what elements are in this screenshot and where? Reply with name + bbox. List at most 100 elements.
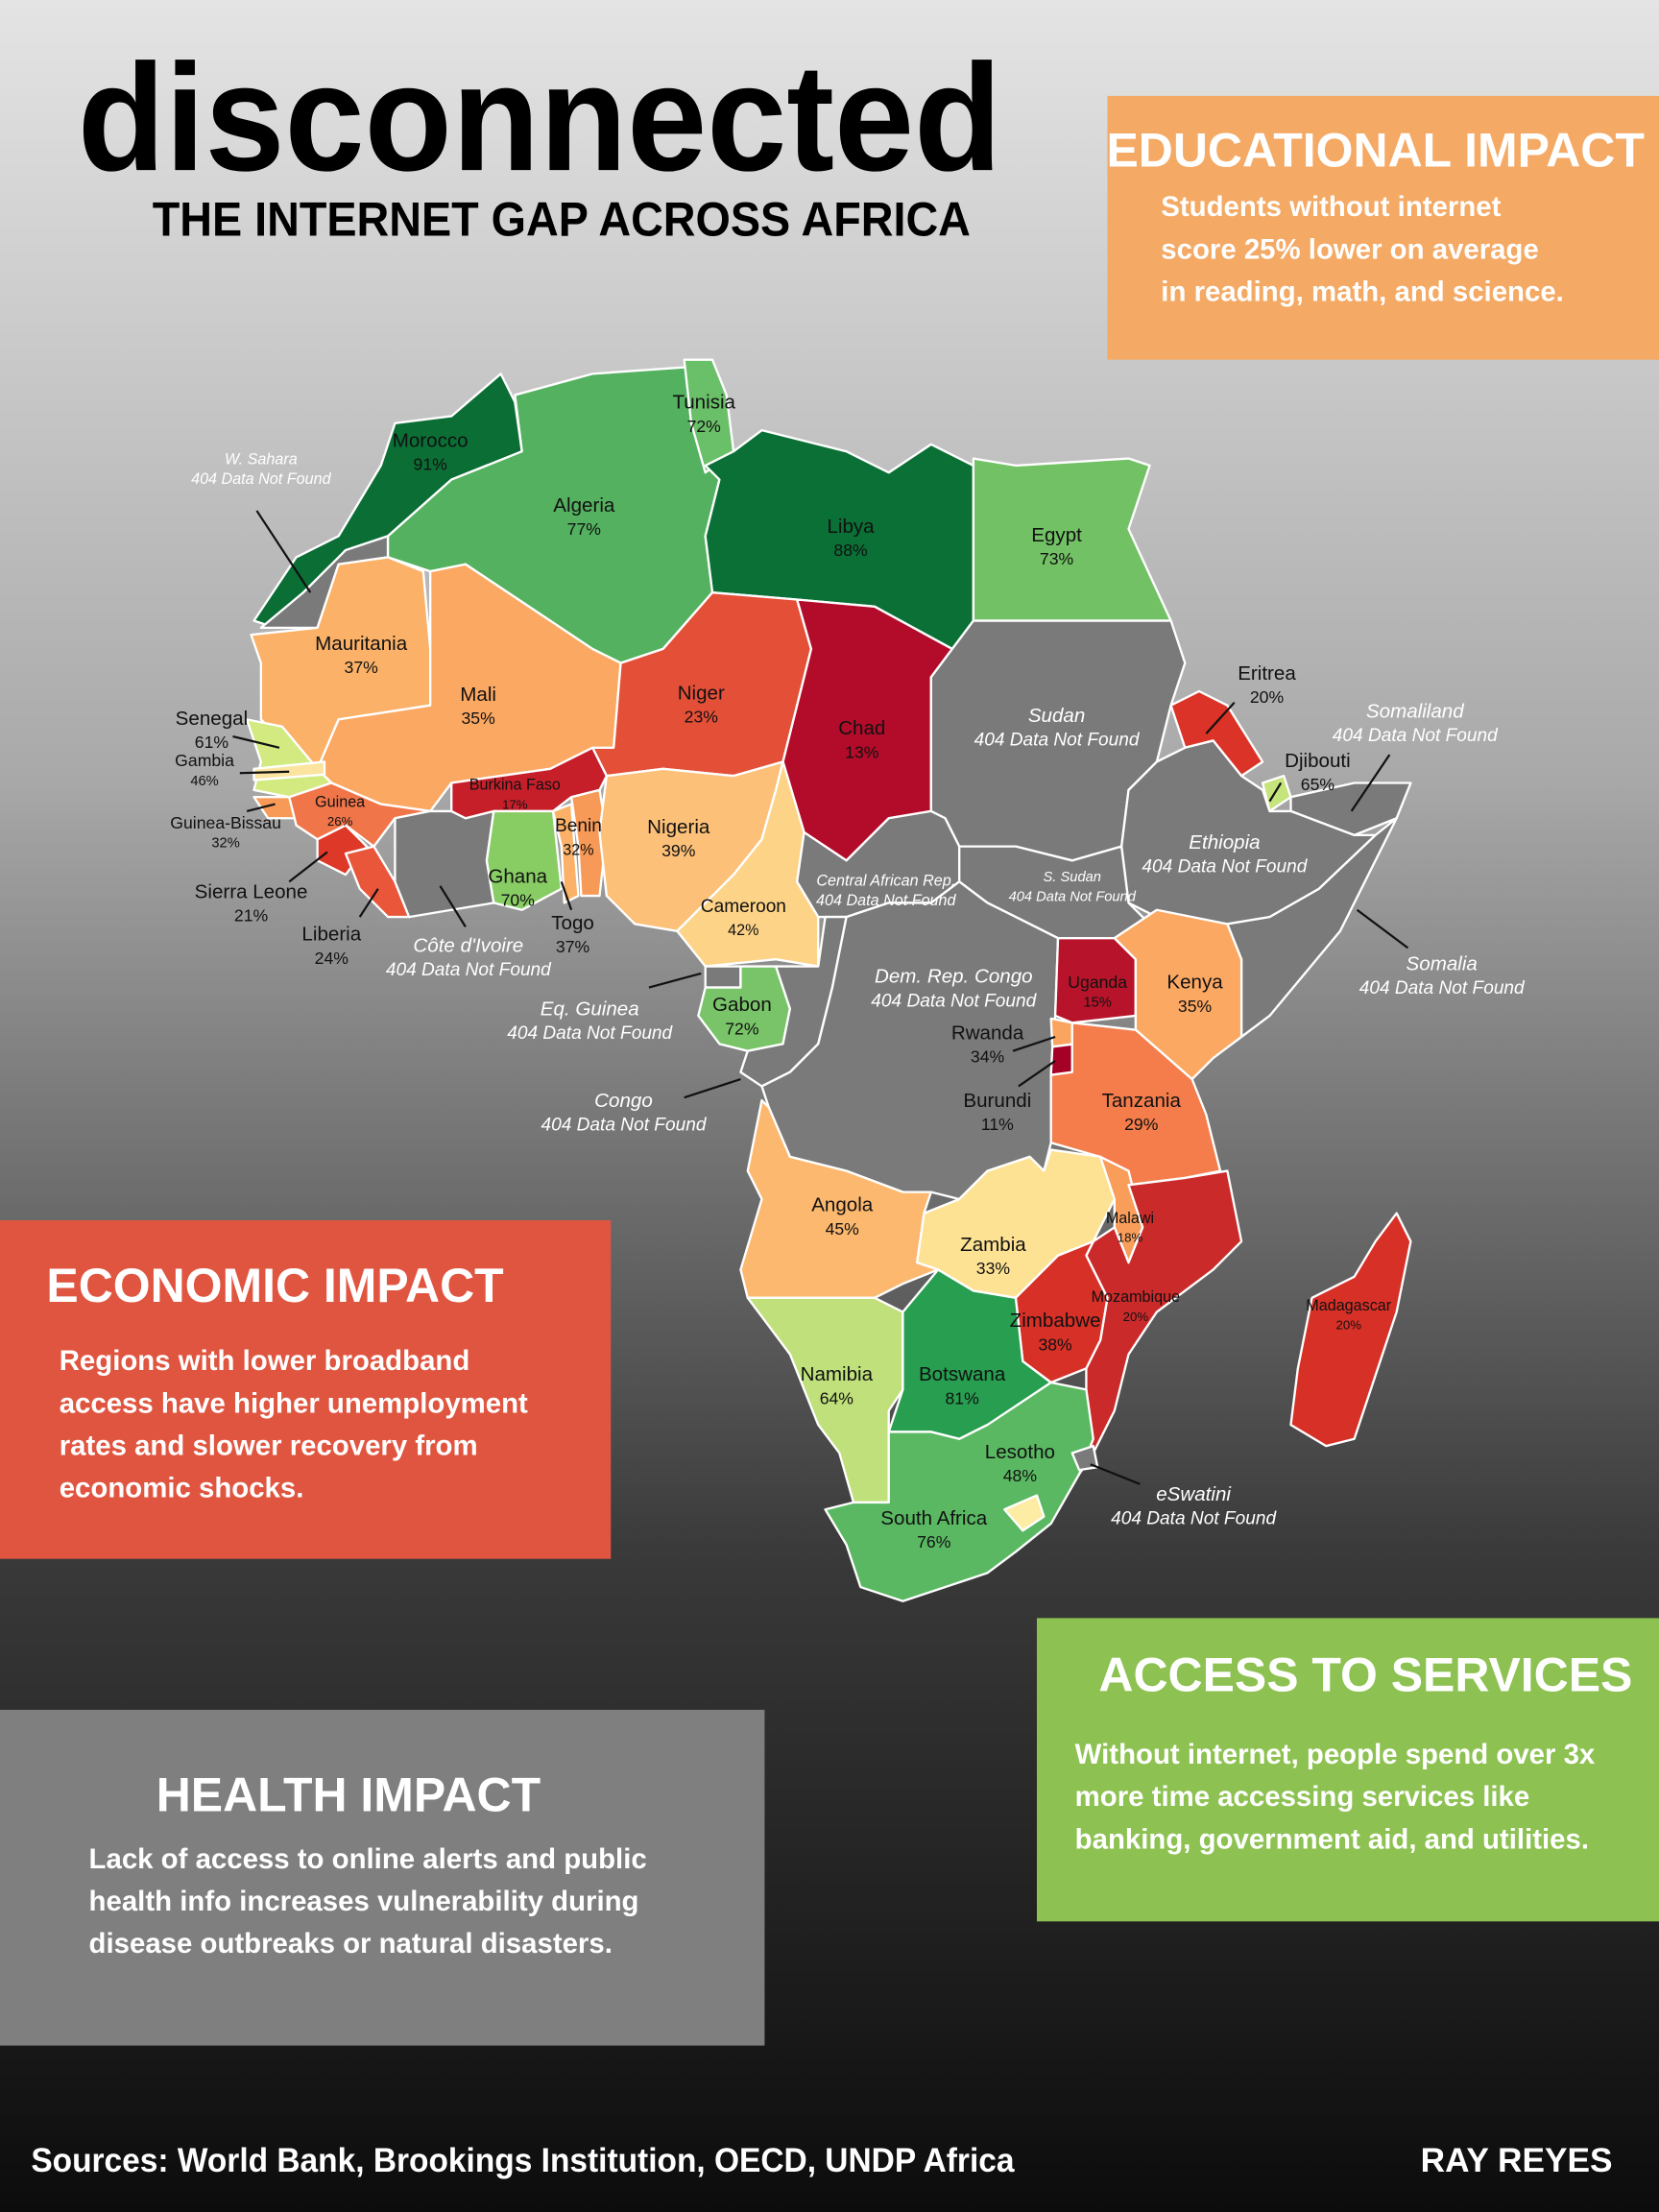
- country-name: Togo: [551, 912, 594, 934]
- country-name: Cameroon: [701, 897, 786, 917]
- country-name: Dem. Rep. Congo: [875, 966, 1033, 988]
- country-name: Chad: [838, 717, 885, 739]
- panel-text: health info increases vulnerability duri…: [89, 1886, 639, 1917]
- country-value: 404 Data Not Found: [191, 470, 332, 488]
- country-name: Malawi: [1106, 1210, 1154, 1227]
- leader-line: [1350, 754, 1391, 812]
- country-value: 404 Data Not Found: [386, 960, 552, 980]
- panel: [0, 1220, 612, 1559]
- leader-line: [684, 1078, 741, 1099]
- country-value: 73%: [1040, 549, 1074, 568]
- country-value: 20%: [1123, 1310, 1149, 1324]
- country-name: W. Sahara: [225, 450, 298, 468]
- leader-line: [1205, 702, 1236, 734]
- leader-line: [439, 885, 467, 927]
- panel-text: Students without internet: [1161, 191, 1501, 223]
- country-name: South Africa: [880, 1507, 987, 1529]
- country-name: Somalia: [1407, 952, 1478, 974]
- country-name: Uganda: [1068, 973, 1127, 992]
- country-value: 48%: [1003, 1466, 1038, 1485]
- country-name: eSwatini: [1156, 1483, 1232, 1505]
- country-name: Angola: [811, 1194, 874, 1216]
- country-name: Libya: [827, 516, 875, 538]
- country-value: 38%: [1038, 1334, 1072, 1354]
- country-name: Mali: [460, 684, 496, 706]
- country-value: 26%: [327, 814, 353, 829]
- country: [288, 781, 432, 848]
- panel-text: Lack of access to online alerts and publ…: [89, 1843, 647, 1875]
- country-name: Mauritania: [315, 633, 408, 655]
- country-name: Niger: [678, 682, 725, 704]
- author: RAY REYES: [1421, 2142, 1613, 2179]
- country-value: 35%: [461, 709, 495, 728]
- panel-text: in reading, math, and science.: [1161, 276, 1564, 307]
- panel-title: ACCESS TO SERVICES: [1098, 1648, 1632, 1702]
- leader-line: [246, 803, 276, 812]
- country-name: Gambia: [175, 751, 234, 770]
- country-value: 11%: [981, 1115, 1014, 1134]
- country-name: Côte d'Ivoire: [413, 934, 523, 956]
- country-value: 37%: [345, 658, 379, 677]
- country-name: Mozambique: [1092, 1288, 1181, 1306]
- country-name: Guinea-Bissau: [170, 813, 281, 832]
- leader-line: [1012, 1035, 1056, 1052]
- country-value: 404 Data Not Found: [1359, 978, 1526, 998]
- country-name: Morocco: [393, 429, 469, 451]
- title: disconnected: [78, 32, 1001, 203]
- country: [551, 803, 580, 904]
- leader-line: [1268, 781, 1283, 803]
- country-name: Guinea: [315, 793, 365, 810]
- country-value: 32%: [211, 836, 239, 852]
- panel-text: score 25% lower on average: [1161, 233, 1538, 265]
- country: [1003, 1494, 1046, 1532]
- leader-line: [255, 510, 312, 593]
- country-value: 65%: [1301, 775, 1335, 794]
- leader-line: [648, 972, 702, 989]
- leader-line: [1018, 1060, 1056, 1088]
- leader-line: [560, 881, 573, 911]
- country-value: 35%: [1178, 997, 1213, 1016]
- panels: EDUCATIONAL IMPACT Students without inter…: [0, 95, 1659, 2046]
- panel-text: rates and slower recovery from: [60, 1430, 478, 1461]
- leader-line: [232, 734, 280, 749]
- country-value: 404 Data Not Found: [816, 892, 957, 909]
- country-name: Zambia: [960, 1234, 1026, 1256]
- country-value: 77%: [567, 519, 602, 539]
- country-name: S. Sudan: [1044, 870, 1101, 885]
- country-value: 64%: [820, 1388, 854, 1407]
- country-name: Ethiopia: [1189, 831, 1260, 854]
- country: [1289, 1212, 1412, 1448]
- country-value: 88%: [833, 541, 868, 560]
- country-name: Madagascar: [1306, 1297, 1392, 1314]
- country-value: 23%: [685, 708, 719, 727]
- country-name: Central African Rep.: [816, 873, 955, 890]
- country-value: 76%: [917, 1532, 951, 1551]
- country-name: Tanzania: [1102, 1090, 1182, 1112]
- country-value: 404 Data Not Found: [1142, 857, 1308, 878]
- country-value: 37%: [556, 937, 590, 956]
- panel-title: ECONOMIC IMPACT: [46, 1259, 503, 1312]
- leader-line: [358, 888, 379, 918]
- country-value: 72%: [687, 417, 722, 436]
- country-value: 42%: [728, 922, 758, 939]
- country-value: 24%: [315, 949, 349, 968]
- country-value: 15%: [1083, 996, 1111, 1011]
- country: [569, 788, 609, 898]
- country-value: 33%: [976, 1259, 1011, 1278]
- leader-line: [239, 770, 290, 775]
- country-name: Congo: [594, 1090, 653, 1112]
- country-name: Namibia: [801, 1363, 874, 1385]
- country-value: 20%: [1336, 1318, 1362, 1333]
- country: [252, 760, 326, 781]
- panel-title: HEALTH IMPACT: [156, 1768, 541, 1822]
- country-name: Algeria: [553, 494, 615, 517]
- country-value: 404 Data Not Found: [1333, 726, 1499, 746]
- country-value: 45%: [826, 1219, 860, 1238]
- country-name: Senegal: [176, 708, 248, 730]
- country-value: 70%: [501, 891, 536, 910]
- country-name: Burundi: [963, 1090, 1031, 1112]
- country-value: 404 Data Not Found: [871, 991, 1037, 1011]
- country-name: Rwanda: [951, 1022, 1024, 1044]
- panel-text: economic shocks.: [60, 1472, 304, 1503]
